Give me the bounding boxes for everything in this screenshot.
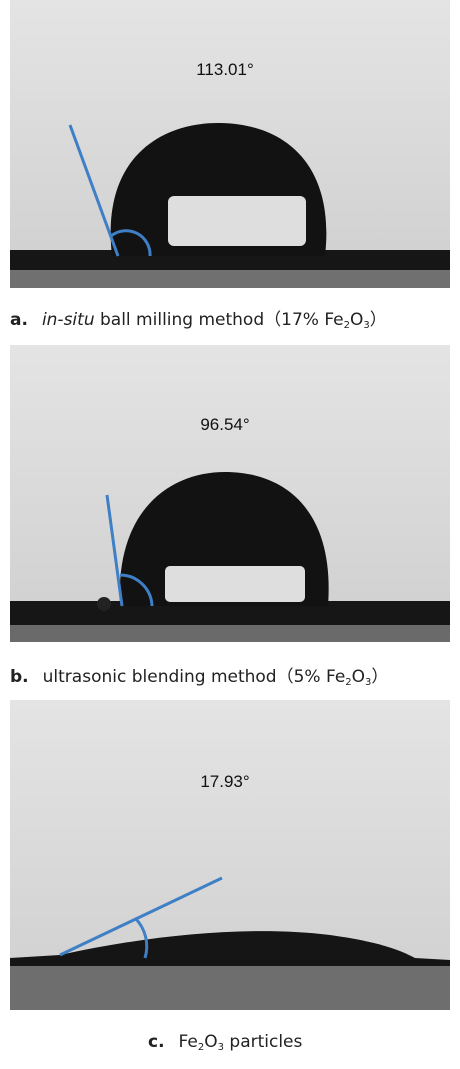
caption-letter: a.: [10, 310, 28, 330]
caption-text: O: [204, 1032, 217, 1052]
caption-text: O: [350, 310, 363, 330]
caption-text: particles: [224, 1032, 302, 1052]
angle-label: 17.93°: [200, 772, 249, 791]
figure: 113.01° 96.54° 17.93° a. in-situ ball mil…: [0, 0, 460, 1069]
caption-letter: b.: [10, 667, 29, 687]
caption: c.Fe2O3 particles: [148, 1032, 302, 1053]
photo-c: 17.93°: [10, 700, 450, 1010]
caption-text: O: [352, 667, 365, 687]
caption-text: ）: [370, 310, 387, 330]
photo-a: 113.01°: [10, 0, 450, 288]
caption-text: ultrasonic blending method（5% Fe: [43, 667, 346, 687]
photo-b: 96.54°: [10, 345, 450, 642]
caption-text: ball milling method（17% Fe: [95, 310, 344, 330]
angle-label: 113.01°: [196, 60, 254, 79]
caption: b.ultrasonic blending method（5% Fe2O3）: [10, 662, 388, 688]
caption: a.in-situ ball milling method（17% Fe2O3）: [10, 305, 387, 331]
caption-text: Fe: [179, 1032, 198, 1052]
photos: 113.01° 96.54° 17.93°: [0, 0, 460, 1069]
caption-letter: c.: [148, 1032, 165, 1052]
caption-text: ）: [371, 667, 388, 687]
angle-label: 96.54°: [200, 415, 249, 434]
caption-text: in-situ: [42, 310, 95, 330]
